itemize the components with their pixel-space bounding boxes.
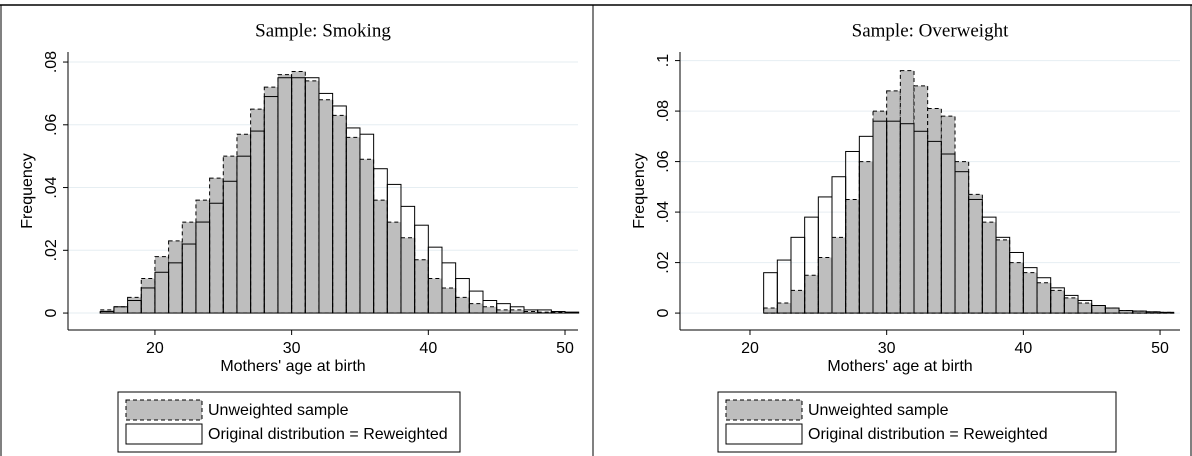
y-tick-label: 0 (655, 309, 672, 318)
bar (927, 108, 942, 314)
bar (1036, 282, 1052, 314)
x-tick-label: 50 (556, 340, 574, 357)
bar (1063, 297, 1079, 314)
y-tick-label: .04 (655, 201, 672, 223)
legend-label: Unweighted sample (208, 402, 349, 419)
bar (1022, 272, 1038, 314)
bar (763, 307, 778, 314)
bar (899, 70, 915, 314)
y-axis-label: Frequency (19, 153, 36, 229)
bar (831, 236, 847, 314)
bar (441, 287, 457, 314)
bar (872, 110, 888, 314)
legend-label: Original distribution = Reweighted (808, 426, 1048, 443)
bar (359, 158, 375, 314)
bar (113, 306, 129, 314)
bar (1077, 302, 1093, 314)
bar (1091, 305, 1106, 314)
y-tick-label: .1 (655, 54, 672, 67)
bar (858, 161, 874, 314)
bar (236, 133, 252, 314)
bar (318, 99, 334, 314)
y-tick-label: .08 (655, 100, 672, 122)
y-tick-label: .08 (43, 51, 60, 73)
bar (277, 74, 293, 314)
legend-swatch (125, 423, 203, 445)
y-tick-label: 0 (43, 309, 60, 318)
bar (804, 274, 819, 314)
bar (954, 161, 970, 314)
bar (913, 85, 929, 314)
bar (332, 114, 347, 314)
x-tick-label: 20 (741, 340, 759, 357)
bar (154, 256, 170, 314)
bar (1050, 289, 1065, 314)
bar (386, 221, 402, 314)
bar (414, 259, 429, 314)
legend-swatch (725, 423, 803, 445)
y-tick-label: .06 (43, 114, 60, 136)
x-tick-label: 50 (1151, 340, 1169, 357)
bar (209, 177, 224, 314)
chart-title: Sample: Smoking (255, 20, 391, 41)
bar (222, 155, 238, 314)
x-tick-label: 30 (878, 340, 896, 357)
bar (168, 240, 183, 314)
x-tick-label: 30 (283, 340, 301, 357)
bar (1159, 311, 1175, 314)
legend-label: Unweighted sample (808, 402, 949, 419)
bar (468, 303, 484, 314)
bar (845, 198, 860, 314)
bar (482, 306, 498, 314)
x-tick-label: 20 (146, 340, 164, 357)
y-tick-label: .04 (43, 176, 60, 198)
bar (817, 257, 833, 314)
bar (263, 86, 279, 314)
bar (304, 80, 320, 314)
y-tick-label: .02 (655, 251, 672, 273)
bar (981, 221, 997, 314)
legend-label: Original distribution = Reweighted (208, 426, 448, 443)
x-axis-label: Mothers' age at birth (220, 358, 365, 375)
bar (776, 302, 792, 314)
legend-swatch (125, 399, 203, 421)
bar (564, 311, 580, 314)
x-tick-label: 40 (1014, 340, 1032, 357)
bar (940, 115, 956, 314)
bar (373, 199, 388, 314)
bar (400, 237, 416, 314)
bar (181, 221, 197, 314)
bar (427, 278, 443, 314)
bar (995, 239, 1011, 314)
x-tick-label: 40 (419, 340, 437, 357)
chart-title: Sample: Overweight (852, 20, 1009, 41)
bar (345, 136, 361, 314)
y-tick-label: .02 (43, 239, 60, 261)
bar (455, 296, 470, 314)
bar (1104, 307, 1120, 314)
x-axis-label: Mothers' age at birth (827, 358, 972, 375)
bar (291, 70, 306, 314)
bar (195, 199, 211, 314)
bar (250, 108, 265, 314)
y-tick-label: .06 (655, 150, 672, 172)
bar (968, 193, 983, 314)
bar (140, 278, 156, 314)
y-axis-label: Frequency (631, 153, 648, 229)
bar (127, 296, 142, 314)
legend-swatch (725, 399, 803, 421)
bar (1009, 262, 1024, 314)
bar (790, 289, 806, 314)
bar (886, 90, 901, 314)
